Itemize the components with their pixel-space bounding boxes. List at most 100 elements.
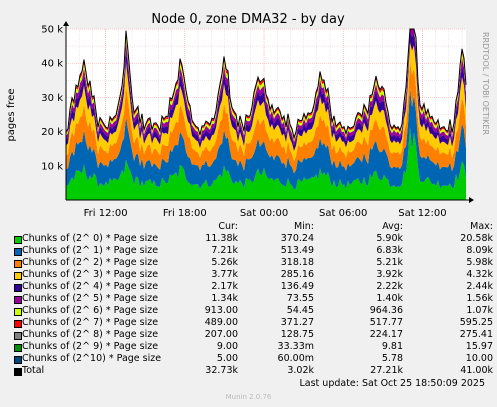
legend-cur: 11.38k bbox=[205, 233, 238, 244]
legend-name: Chunks of (2^ 6) * Page size bbox=[22, 305, 159, 316]
area-series-1 bbox=[66, 88, 466, 190]
legend-row: Chunks of (2^ 9) * Page size 9.00 33.33m 9.… bbox=[14, 341, 493, 353]
legend-max: 8.09k bbox=[466, 245, 493, 256]
y-tick-label: 10 k bbox=[41, 161, 63, 172]
legend-swatch bbox=[14, 284, 22, 292]
stacked-areas bbox=[65, 28, 467, 200]
y-axis-label: pages free bbox=[6, 88, 17, 141]
legend: Cur: Min: Avg: Max: Chunks of (2^ 0) * P… bbox=[14, 221, 493, 377]
legend-row: Chunks of (2^ 3) * Page size 3.77k 285.16 3… bbox=[14, 269, 493, 281]
legend-cur: 5.26k bbox=[211, 257, 238, 268]
legend-avg: 964.36 bbox=[369, 305, 403, 316]
legend-row: Chunks of (2^ 0) * Page size 11.38k 370.24… bbox=[14, 233, 493, 245]
legend-row: Chunks of (2^ 4) * Page size 2.17k 136.49 2… bbox=[14, 281, 493, 293]
legend-min: 136.49 bbox=[280, 281, 314, 292]
last-update: Last update: Sat Oct 25 18:50:09 2025 bbox=[299, 378, 485, 389]
legend-min: 128.75 bbox=[280, 329, 314, 340]
legend-min: 370.24 bbox=[280, 233, 314, 244]
legend-name: Chunks of (2^ 3) * Page size bbox=[22, 269, 159, 280]
legend-cur: 1.34k bbox=[211, 293, 238, 304]
legend-swatch bbox=[14, 308, 22, 316]
chart: Node 0, zone DMA32 - by day pages free R… bbox=[6, 12, 490, 219]
x-tick-label: Sat 12:00 bbox=[398, 208, 446, 219]
legend-name: Chunks of (2^ 0) * Page size bbox=[22, 233, 159, 244]
legend-swatch bbox=[14, 344, 22, 352]
legend-cur: 7.21k bbox=[211, 245, 238, 256]
legend-swatch bbox=[14, 272, 22, 280]
x-tick-label: Fri 18:00 bbox=[163, 208, 207, 219]
legend-name: Chunks of (2^ 4) * Page size bbox=[22, 281, 159, 292]
legend-row: Chunks of (2^ 1) * Page size 7.21k 513.49 6… bbox=[14, 245, 493, 257]
x-tick-label: Fri 12:00 bbox=[84, 208, 128, 219]
area-series-3 bbox=[66, 42, 466, 161]
legend-cur: 913.00 bbox=[204, 305, 238, 316]
legend-swatch bbox=[14, 356, 22, 364]
legend-avg: 5.21k bbox=[376, 257, 403, 268]
legend-row: Chunks of (2^ 6) * Page size 913.00 54.45 9… bbox=[14, 305, 493, 317]
legend-swatch bbox=[14, 296, 22, 304]
legend-cur: 5.00 bbox=[216, 353, 238, 364]
legend-cur: 207.00 bbox=[204, 329, 238, 340]
legend-avg: 1.40k bbox=[376, 293, 403, 304]
legend-row: Chunks of (2^ 8) * Page size 207.00 128.75… bbox=[14, 329, 493, 341]
legend-max: 41.00k bbox=[460, 365, 493, 376]
legend-min: 73.55 bbox=[286, 293, 314, 304]
legend-min: 54.45 bbox=[286, 305, 314, 316]
legend-max: 1.07k bbox=[466, 305, 493, 316]
legend-row: Chunks of (2^ 2) * Page size 5.26k 318.18 5… bbox=[14, 257, 493, 269]
area-series-2 bbox=[66, 62, 466, 174]
legend-avg: 224.17 bbox=[369, 329, 403, 340]
legend-cur: 2.17k bbox=[211, 281, 238, 292]
legend-header: Cur: Min: Avg: Max: bbox=[14, 221, 493, 233]
legend-swatch bbox=[14, 332, 22, 340]
side-watermark: RRDTOOL / TOBI OETIKER bbox=[481, 32, 490, 135]
col-header-avg: Avg: bbox=[382, 221, 403, 232]
legend-swatch bbox=[14, 248, 22, 256]
legend-min: 3.02k bbox=[287, 365, 314, 376]
col-header-max: Max: bbox=[470, 221, 493, 232]
legend-name: Total bbox=[22, 365, 45, 376]
total-line bbox=[65, 28, 467, 140]
legend-cur: 32.73k bbox=[205, 365, 238, 376]
legend-swatch bbox=[14, 260, 22, 268]
legend-name: Chunks of (2^ 7) * Page size bbox=[22, 317, 159, 328]
legend-avg: 2.22k bbox=[376, 281, 403, 292]
legend-avg: 9.81 bbox=[381, 341, 403, 352]
legend-max: 4.32k bbox=[466, 269, 493, 280]
y-tick-label: 50 k bbox=[41, 25, 63, 36]
axes: 10 k 20 k 30 k 40 k 50 k Fri 12:00 Fri 18:00 Sa… bbox=[41, 21, 474, 219]
legend-name: Chunks of (2^ 5) * Page size bbox=[22, 293, 159, 304]
col-header-cur: Cur: bbox=[218, 221, 238, 232]
area-series-4 bbox=[66, 31, 466, 152]
area-series-7 bbox=[66, 29, 466, 140]
legend-avg: 6.83k bbox=[376, 245, 403, 256]
legend-max: 1.56k bbox=[466, 293, 493, 304]
legend-avg: 5.78 bbox=[381, 353, 403, 364]
legend-name: Chunks of (2^10) * Page size bbox=[22, 353, 162, 364]
legend-row: Chunks of (2^ 5) * Page size 1.34k 73.55 1.… bbox=[14, 293, 493, 305]
legend-min: 513.49 bbox=[280, 245, 314, 256]
legend-min: 285.16 bbox=[280, 269, 314, 280]
legend-row-total: Total 32.73k 3.02k 27.21k 41.00k bbox=[14, 365, 493, 377]
y-tick-label: 20 k bbox=[41, 127, 63, 138]
legend-name: Chunks of (2^ 1) * Page size bbox=[22, 245, 159, 256]
legend-min: 60.00m bbox=[277, 353, 314, 364]
legend-min: 371.27 bbox=[280, 317, 314, 328]
y-tick-label: 30 k bbox=[41, 93, 63, 104]
legend-cur: 9.00 bbox=[216, 341, 238, 352]
legend-avg: 5.90k bbox=[376, 233, 403, 244]
area-series-6 bbox=[66, 29, 466, 142]
legend-name: Chunks of (2^ 9) * Page size bbox=[22, 341, 159, 352]
legend-min: 318.18 bbox=[280, 257, 314, 268]
legend-row: Chunks of (2^10) * Page size 5.00 60.00m 5.… bbox=[14, 353, 493, 365]
legend-name: Chunks of (2^ 8) * Page size bbox=[22, 329, 159, 340]
legend-avg: 3.92k bbox=[376, 269, 403, 280]
chart-title: Node 0, zone DMA32 - by day bbox=[151, 12, 345, 27]
munin-version: Munin 2.0.76 bbox=[225, 393, 272, 401]
area-series-0 bbox=[66, 127, 466, 200]
legend-avg: 517.77 bbox=[369, 317, 403, 328]
legend-swatch bbox=[14, 236, 22, 244]
x-tick-label: Sat 06:00 bbox=[319, 208, 367, 219]
legend-name: Chunks of (2^ 2) * Page size bbox=[22, 257, 159, 268]
y-axis-arrow bbox=[63, 21, 69, 26]
